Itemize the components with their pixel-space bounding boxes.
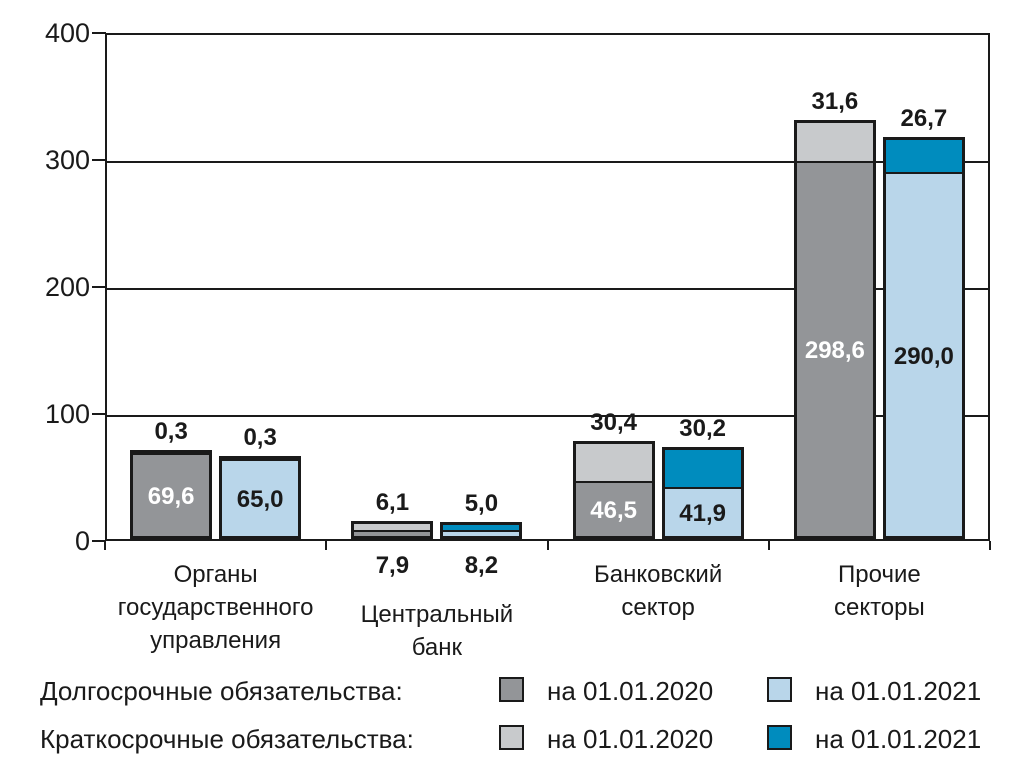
y-axis-tick-200: [92, 286, 106, 288]
category-label-2: Центральный банк: [287, 598, 587, 664]
value-label-short-term: 5,0: [464, 490, 499, 518]
legend-label-long-term: Долгосрочные обязательства:: [40, 676, 403, 706]
bar-segment-short-term: [796, 122, 873, 163]
y-axis-tick-300: [92, 159, 106, 161]
value-label-short-term: 0,3: [154, 418, 188, 446]
value-label-long-term: 7,9: [375, 552, 410, 579]
category-label-line: Банковский: [593, 561, 723, 588]
category-label-line: управления: [150, 627, 282, 654]
category-label-line: Прочие: [838, 561, 921, 588]
y-axis-tick-100: [92, 413, 106, 415]
bar-01012020-4: [793, 119, 876, 539]
bar-segment-short-term: [354, 524, 431, 532]
bar-01012021-1: [219, 456, 302, 539]
value-label-long-term: 46,5: [590, 497, 637, 525]
y-axis-label-100: 100: [44, 399, 90, 429]
category-label-3: Банковский сектор: [508, 558, 808, 624]
value-label-long-term: 69,6: [147, 482, 195, 510]
y-axis-label-0: 0: [74, 526, 90, 556]
gridline-300: [107, 161, 988, 163]
x-axis-tick: [325, 541, 328, 550]
plot-area: [105, 33, 990, 541]
legend-row-long-term: Долгосрочные обязательства: на 01.01.202…: [0, 673, 1022, 709]
legend-swatch-long-2020: [499, 677, 524, 702]
bar-segment-short-term: [664, 450, 741, 489]
legend-item-long-2020: на 01.01.2020: [547, 676, 714, 706]
x-axis-tick: [989, 541, 991, 550]
x-axis-tick: [767, 541, 770, 550]
legend-item-long-2021: на 01.01.2021: [815, 676, 982, 706]
category-label-line: секторы: [833, 594, 925, 621]
gridline-200: [107, 288, 988, 290]
y-axis-label-300: 300: [44, 145, 90, 175]
legend-row-short-term: Краткосрочные обязательства: на 01.01.20…: [0, 721, 1022, 757]
category-label-line: Органы: [173, 561, 258, 588]
x-axis-tick: [546, 541, 549, 550]
category-label-line: Центральный: [360, 601, 514, 628]
value-label-long-term: 290,0: [893, 342, 954, 370]
bar-segment-short-term: [575, 444, 652, 483]
category-label-line: государственного: [117, 594, 314, 621]
bar-segment-short-term: [222, 459, 299, 462]
bar-01012020-1: [130, 450, 213, 539]
bar-01012020-2: [351, 521, 434, 539]
gridline-100: [107, 415, 988, 417]
y-axis-label-200: 200: [44, 272, 90, 302]
value-label-long-term: 41,9: [679, 500, 726, 528]
y-axis-label-400: 400: [44, 18, 90, 48]
value-label-short-term: 30,2: [679, 415, 726, 443]
category-label-1: Органы государственного управления: [66, 558, 366, 657]
category-label-line: банк: [411, 634, 463, 661]
legend-item-short-2021: на 01.01.2021: [815, 724, 982, 754]
x-axis-tick: [104, 541, 106, 550]
bar-01012020-3: [572, 441, 655, 539]
legend-swatch-short-2020: [499, 725, 524, 750]
value-label-short-term: 26,7: [900, 104, 948, 132]
category-label-4: Прочие секторы: [729, 558, 1022, 624]
legend-label-short-term: Краткосрочные обязательства:: [40, 724, 414, 754]
legend-swatch-long-2021: [767, 677, 792, 702]
legend-swatch-short-2021: [767, 725, 792, 750]
bar-segment-short-term: [885, 139, 962, 174]
bar-01012021-4: [882, 136, 965, 539]
value-label-short-term: 0,3: [243, 424, 277, 452]
category-label-line: сектор: [621, 594, 695, 621]
bar-segment-short-term: [443, 525, 520, 532]
legend-item-short-2020: на 01.01.2020: [547, 724, 714, 754]
bar-01012021-2: [440, 522, 523, 539]
bar-01012021-3: [661, 447, 744, 539]
y-axis-tick-400: [92, 32, 106, 34]
value-label-long-term: 65,0: [236, 485, 284, 513]
value-label-long-term: 8,2: [464, 552, 499, 579]
value-label-short-term: 31,6: [811, 87, 859, 115]
bar-segment-short-term: [133, 453, 210, 456]
value-label-long-term: 298,6: [804, 337, 865, 365]
value-label-short-term: 30,4: [590, 409, 637, 437]
value-label-short-term: 6,1: [375, 489, 410, 517]
y-axis-tick-0: [92, 540, 106, 542]
